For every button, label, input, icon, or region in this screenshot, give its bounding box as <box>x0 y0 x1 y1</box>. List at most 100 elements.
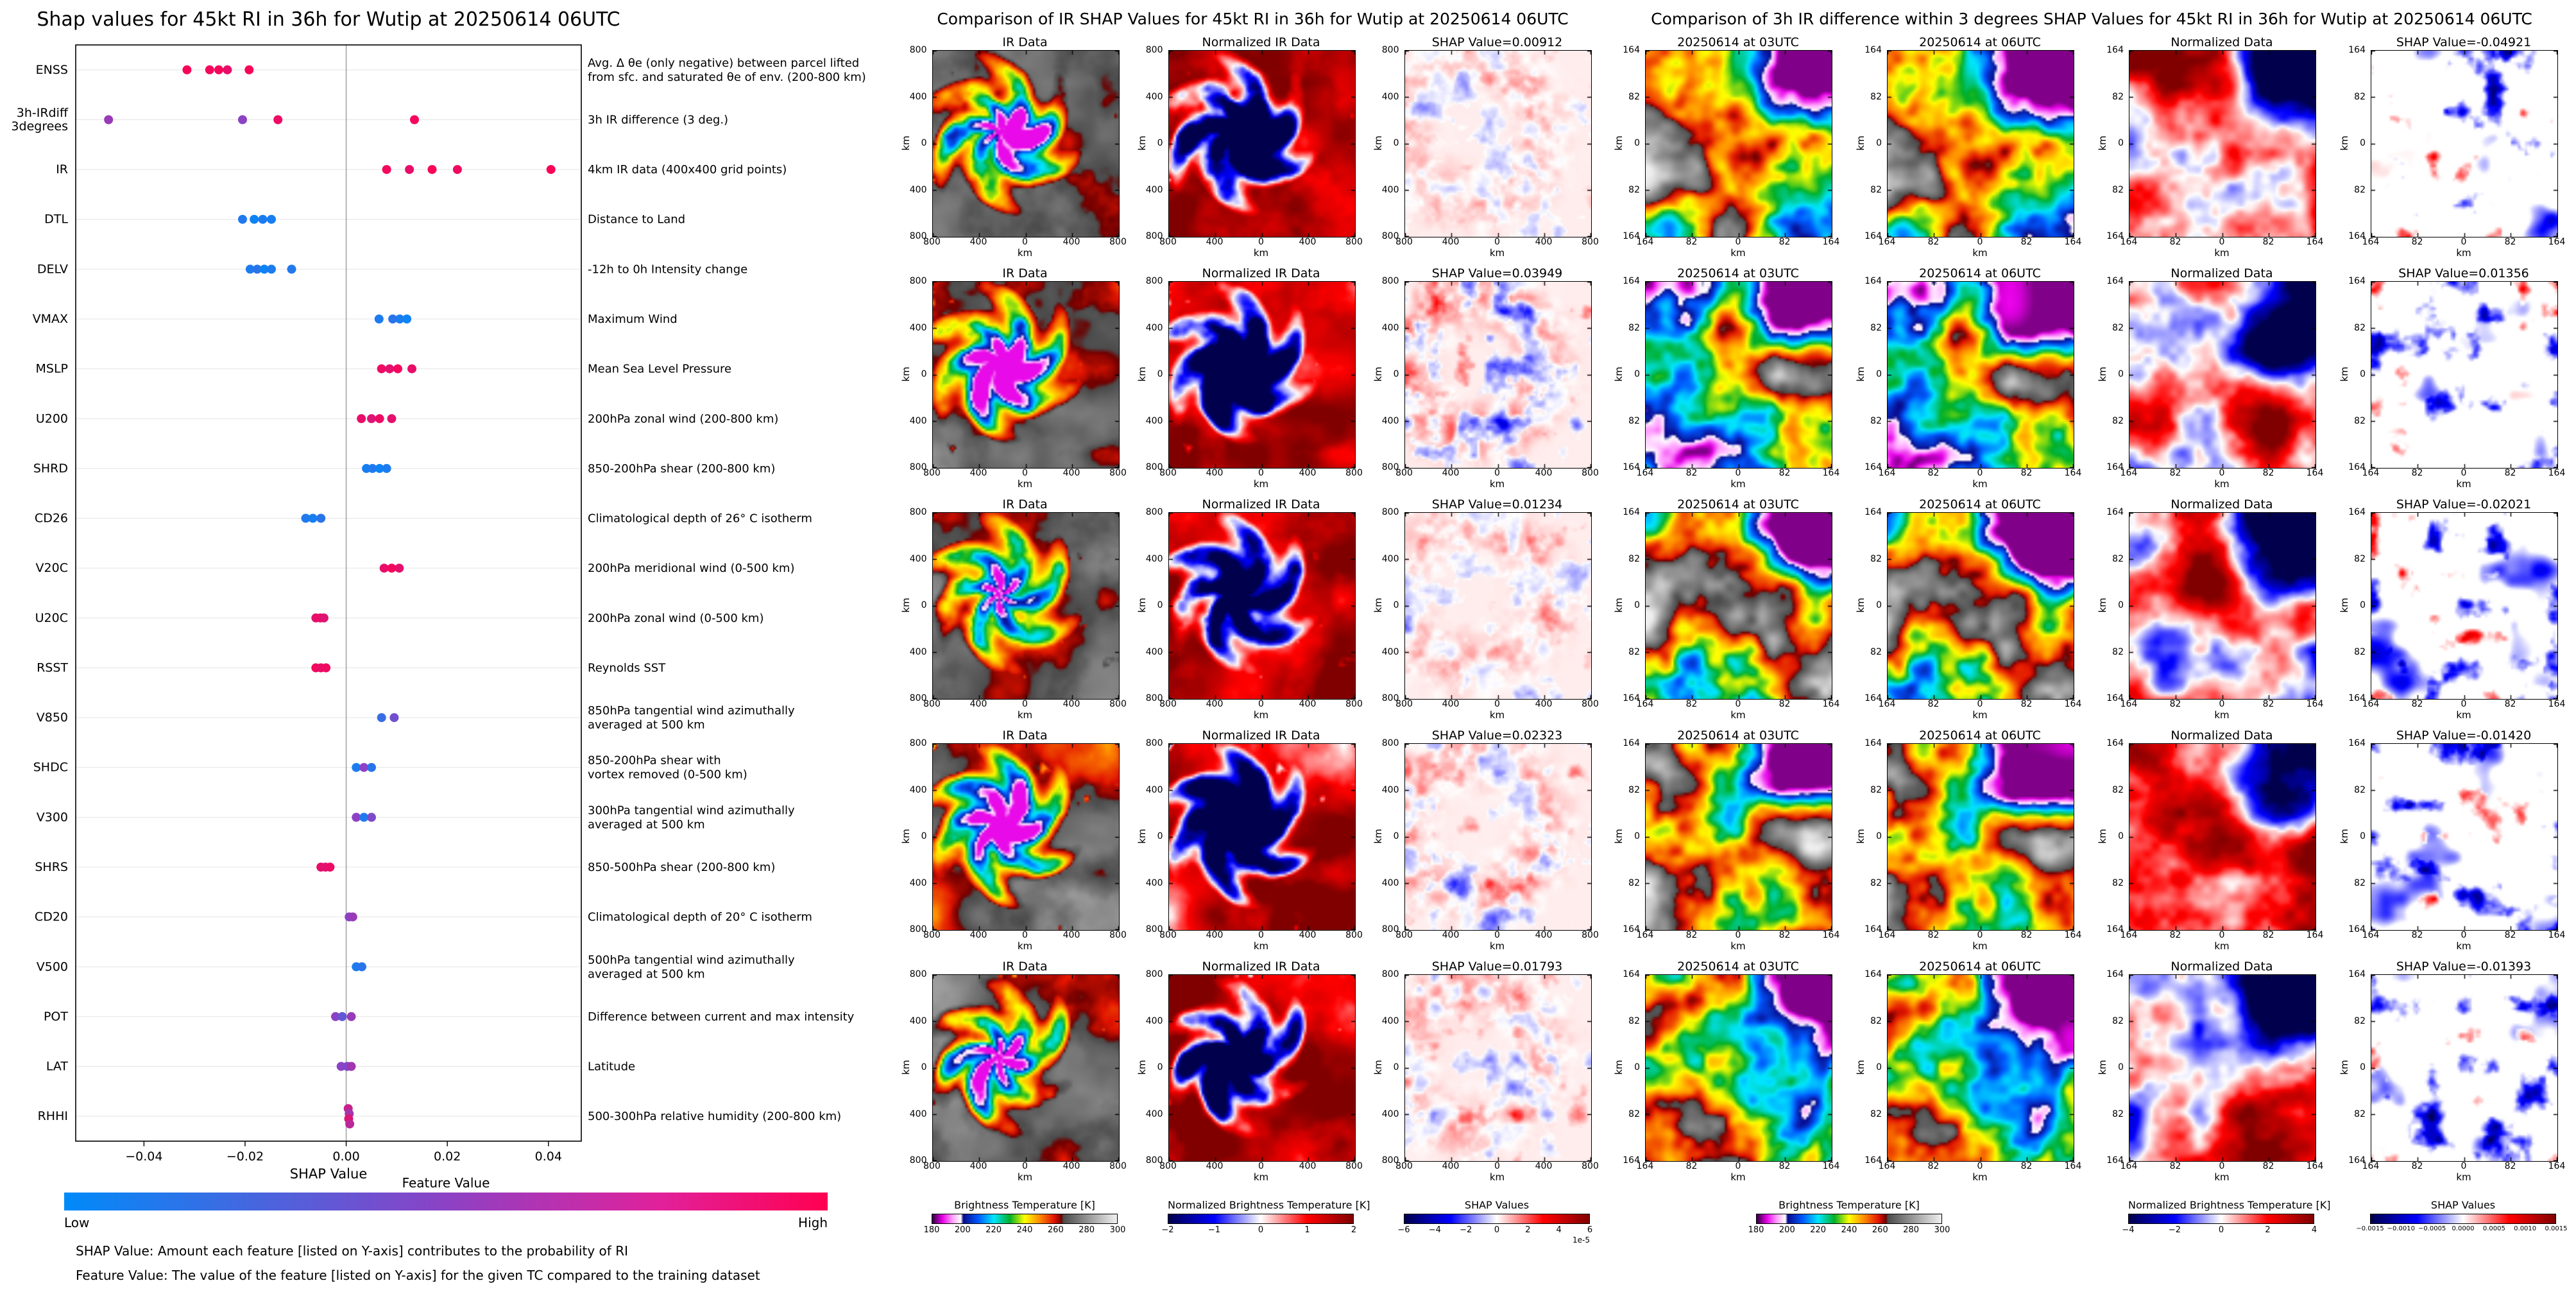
colorbar-tick-label: 6 <box>1587 1225 1593 1235</box>
mini-plot-area: km 164 82 0 82 164 <box>1850 507 2092 703</box>
x-ticks: 164 82 0 82 164 <box>2120 236 2324 248</box>
feature-description: -12h to 0h Intensity change <box>588 263 747 276</box>
y-tick-label: 164 <box>2348 924 2366 935</box>
x-tick-label: 400 <box>1442 1161 1460 1171</box>
y-tick-label: 800 <box>909 462 927 472</box>
mini-plot-title: Normalized Data <box>2171 960 2273 974</box>
x-tick-label: 400 <box>1442 930 1460 940</box>
y-tick-label: 0 <box>1634 138 1640 148</box>
y-tick-label: 400 <box>909 553 927 564</box>
x-tick-label: 164 <box>2120 237 2138 247</box>
colorbar-wrap: Brightness Temperature [K] 180 200 220 240 26… <box>1607 1199 2091 1236</box>
y-tick-label: 400 <box>1145 877 1163 888</box>
mini-map-canvas <box>1404 743 1592 931</box>
feature-description: Avg. Δ θe (only negative) between parcel… <box>588 56 866 84</box>
y-tick-label: 164 <box>1623 738 1640 748</box>
x-tick-label: 82 <box>2411 930 2423 940</box>
x-tick-label: 0 <box>1735 237 1741 247</box>
feature-description-line: 850-200hPa shear (200-800 km) <box>588 462 775 476</box>
y-tick-label: 800 <box>1145 738 1163 748</box>
mini-plot-cell: 20250614 at 03UTC km 164 82 0 82 164 164 82 0 82 16… <box>1608 35 1850 261</box>
x-axis-label: km <box>2214 247 2230 259</box>
y-tick-label: 800 <box>1381 693 1399 703</box>
mini-map-canvas <box>932 743 1120 931</box>
x-tick-label: 400 <box>969 468 987 478</box>
ir3h-grid-title: Comparison of 3h IR difference within 3 … <box>1651 10 2532 28</box>
shap-point <box>359 762 369 772</box>
x-tick-label: 800 <box>923 1161 941 1171</box>
feature-description: 4km IR data (400x400 grid points) <box>588 163 787 177</box>
shap-point <box>379 564 389 573</box>
feature-description: 500-300hPa relative humidity (200-800 km… <box>588 1110 841 1123</box>
y-tick-label: 0 <box>1634 369 1640 379</box>
feature-description-line: 200hPa meridional wind (0-500 km) <box>588 562 794 575</box>
y-tick-label: 0 <box>1393 1062 1399 1072</box>
y-tick-label: 164 <box>2106 45 2124 55</box>
colorbar-tick-label: −4 <box>2122 1225 2135 1235</box>
colorbar-label: Normalized Brightness Temperature [K] <box>2128 1199 2331 1211</box>
colorbar-tick-label: 200 <box>1778 1225 1795 1235</box>
shap-point <box>367 762 376 772</box>
mini-plot-area: km 800 400 0 400 800 <box>899 738 1135 935</box>
shap-point <box>385 364 395 374</box>
x-tick-label: 400 <box>1299 237 1317 247</box>
mini-plot-area: km 164 82 0 82 164 <box>2092 969 2333 1166</box>
y-tick-label: 82 <box>2354 184 2366 195</box>
mini-map-canvas <box>1887 512 2074 700</box>
mini-map-canvas <box>2129 743 2316 931</box>
shap-point <box>244 65 254 74</box>
mini-map-canvas <box>2371 281 2558 469</box>
shap-point <box>374 314 384 323</box>
feature-label-line: V500 <box>37 960 68 974</box>
colorbar-tick-label: 1 <box>1304 1225 1310 1235</box>
mini-plot-title: 20250614 at 03UTC <box>1677 960 1799 974</box>
mini-plot-title: 20250614 at 03UTC <box>1677 497 1799 512</box>
y-tick-label: 82 <box>1870 91 1882 102</box>
y-tick-label: 82 <box>2354 646 2366 657</box>
x-axis-label: km <box>1017 940 1033 952</box>
feature-description-line: -12h to 0h Intensity change <box>588 263 747 276</box>
mini-plot-cell: Normalized IR Data km 800 400 0 400 800 800 400 0… <box>1135 35 1371 261</box>
mini-plot-title: IR Data <box>1002 728 1048 743</box>
mini-plot-cell: SHAP Value=0.01793 km 800 400 0 400 800 800 400 0… <box>1371 959 1607 1185</box>
y-tick-label: 164 <box>1864 462 1882 472</box>
x-tick-label: 82 <box>1685 930 1698 940</box>
x-tick-label: 164 <box>2120 699 2138 709</box>
feature-description: 200hPa meridional wind (0-500 km) <box>588 562 794 575</box>
mini-plot-area: km 164 82 0 82 164 <box>2333 507 2575 703</box>
x-tick-label: 82 <box>1927 930 1940 940</box>
x-ticks: 164 82 0 82 164 <box>2120 1160 2324 1172</box>
colorbar-tick-label: −0.0005 <box>2418 1225 2446 1232</box>
x-tick-label: 800 <box>923 468 941 478</box>
x-axis-label: km <box>2214 478 2230 490</box>
mini-plot-title: SHAP Value=-0.01420 <box>2396 728 2532 743</box>
y-tick-label: 164 <box>1864 45 1882 55</box>
x-tick-label: 82 <box>2504 699 2516 709</box>
feature-description-line: averaged at 500 km <box>588 718 705 732</box>
y-tick-label: 400 <box>909 322 927 333</box>
y-tick-label: 82 <box>1870 553 1882 564</box>
x-axis-label: km <box>2456 247 2471 259</box>
y-tick-label: 164 <box>1864 693 1882 703</box>
x-tick-label: 0 <box>1258 699 1264 709</box>
x-tick-label: 82 <box>2020 930 2033 940</box>
mini-map-canvas <box>1168 512 1356 700</box>
y-tick-label: 0 <box>1157 600 1163 610</box>
feature-description-line: Climatological depth of 26° C isotherm <box>588 512 812 526</box>
x-tick-label: 400 <box>1062 930 1080 940</box>
ir3h-grid: 20250614 at 03UTC km 164 82 0 82 164 164 82 0 82 16… <box>1607 35 2576 1185</box>
y-tick-label: 82 <box>1628 1108 1640 1119</box>
y-tick-label: 0 <box>1157 1062 1163 1072</box>
x-tick-label: 0 <box>1022 699 1028 709</box>
x-tick-label: 164 <box>2362 468 2380 478</box>
shap-point <box>405 165 414 175</box>
colorbar-label: Normalized Brightness Temperature [K] <box>1168 1199 1370 1211</box>
y-tick-label: 82 <box>2354 415 2366 426</box>
y-tick-label: 0 <box>1393 600 1399 610</box>
x-ticks: 164 82 0 82 164 <box>2362 1160 2566 1172</box>
y-tick-label: 800 <box>1145 507 1163 517</box>
mini-plot-cell: 20250614 at 03UTC km 164 82 0 82 164 164 82 0 82 16… <box>1608 728 1850 954</box>
mini-plot-area: km 164 82 0 82 164 <box>2092 45 2333 241</box>
x-tick-label: 0 <box>1494 1161 1500 1171</box>
x-ticks: 800 400 0 400 800 <box>1395 467 1599 479</box>
